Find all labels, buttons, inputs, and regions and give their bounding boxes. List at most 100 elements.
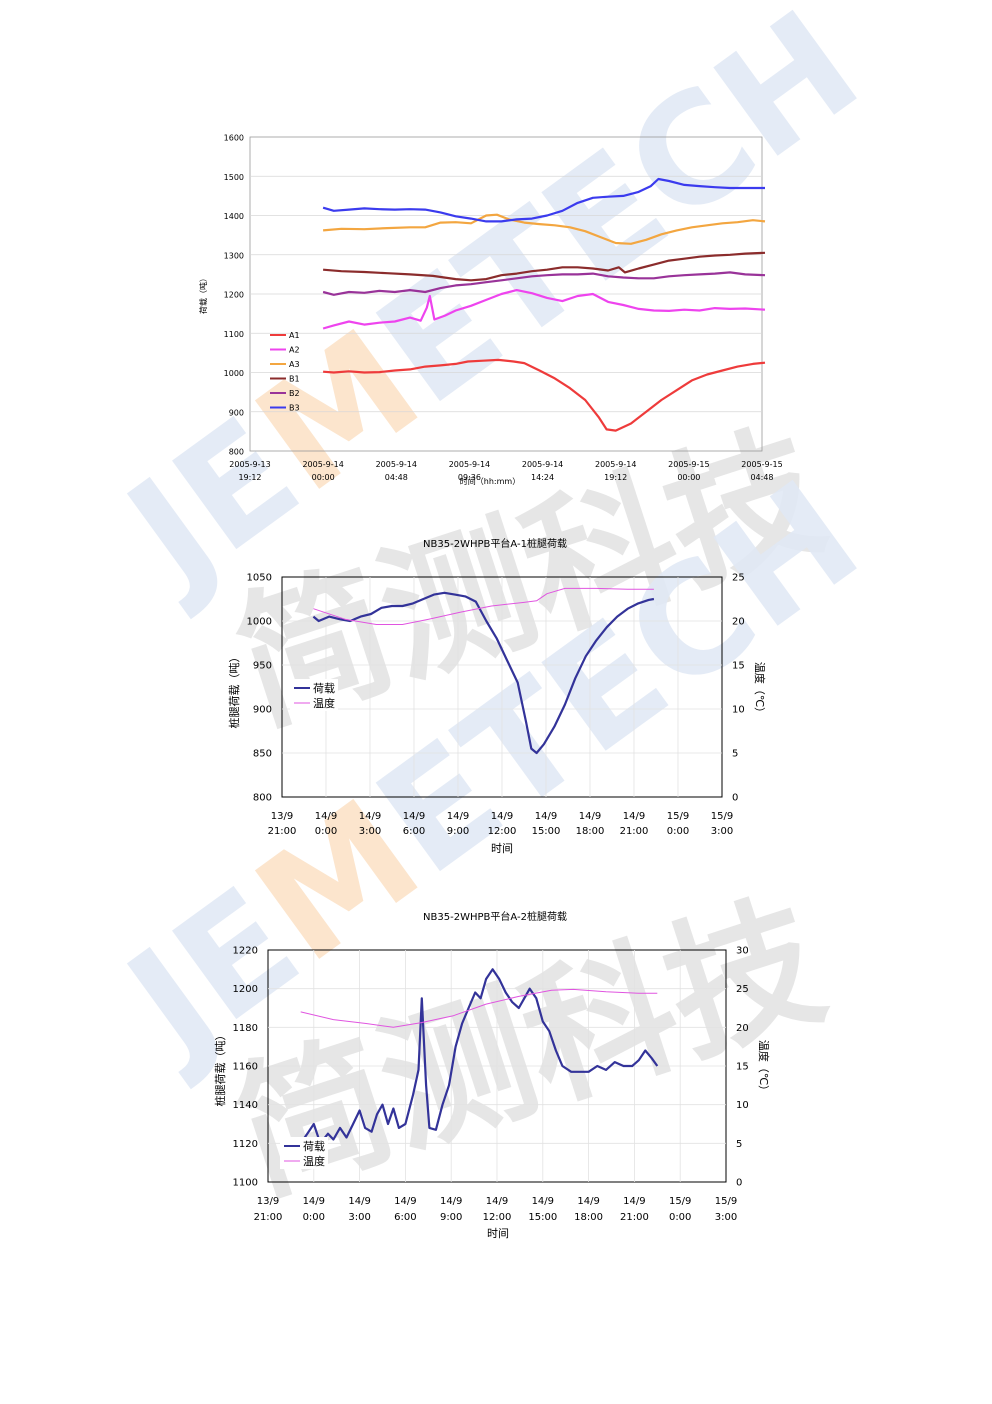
x-tick-time: 6:00 <box>403 826 425 837</box>
y-tick-label: 1000 <box>224 369 244 378</box>
x-tick-date: 14/9 <box>440 1196 462 1207</box>
x-tick-time: 14:24 <box>531 473 554 482</box>
x-tick-date: 14/9 <box>315 811 337 822</box>
x-tick-date: 15/9 <box>711 811 733 822</box>
y-tick-label: 1120 <box>233 1139 258 1150</box>
series-line-4 <box>323 251 766 282</box>
y-tick-label: 1140 <box>233 1100 258 1111</box>
legend-label: A1 <box>289 331 300 340</box>
chart-1-legend: A1 A2 A3 B1 B2 B3 <box>270 331 300 413</box>
x-tick-date: 14/9 <box>491 811 513 822</box>
chart-1-all-legs: 800 900 1000 1100 1200 1300 1400 1500 1600 2005-… <box>198 134 783 487</box>
y2-tick-label: 30 <box>736 946 749 957</box>
x-tick-time: 3:00 <box>715 1212 737 1223</box>
y2-tick-label: 25 <box>736 984 749 995</box>
y2-tick-label: 0 <box>736 1178 742 1189</box>
x-tick-time: 00:00 <box>312 473 335 482</box>
x-tick-time: 0:00 <box>667 826 689 837</box>
x-tick-date: 14/9 <box>447 811 469 822</box>
x-tick-date: 14/9 <box>535 811 557 822</box>
legend-label: B1 <box>289 375 300 384</box>
legend-label: 温度 <box>313 696 335 710</box>
x-tick-date: 14/9 <box>623 811 645 822</box>
chart-3-y2-ticks: 0 5 10 15 20 25 30 <box>736 946 749 1189</box>
chart-3-title: NB35-2WHPB平台A-2桩腿荷载 <box>423 910 567 923</box>
y2-tick-label: 5 <box>732 749 738 760</box>
series-line-3 <box>323 213 766 245</box>
y-tick-label: 800 <box>253 793 272 804</box>
x-tick-time: 3:00 <box>711 826 733 837</box>
legend-box <box>280 1137 328 1169</box>
y2-tick-label: 15 <box>732 661 745 672</box>
y2-tick-label: 10 <box>736 1100 749 1111</box>
x-tick-date: 15/9 <box>669 1196 691 1207</box>
chart-2-x-axis-label: 时间 <box>491 842 513 855</box>
chart-3-a2-leg-load: NB35-2WHPB平台A-2桩腿荷载 1100 1120 1140 1160 1180… <box>213 910 771 1240</box>
y-tick-label: 800 <box>229 448 244 457</box>
y-tick-label: 1100 <box>224 330 244 339</box>
x-tick-time: 18:00 <box>574 1212 603 1223</box>
x-tick-time: 21:00 <box>254 1212 283 1223</box>
x-tick-time: 19:12 <box>604 473 627 482</box>
chart-1-gridlines <box>250 175 762 413</box>
x-tick-date: 2005-9-13 <box>229 460 270 469</box>
chart-1-y-ticks: 800 900 1000 1100 1200 1300 1400 1500 1600 <box>224 134 244 457</box>
x-tick-date: 2005-9-14 <box>449 460 490 469</box>
x-tick-time: 21:00 <box>620 1212 649 1223</box>
series-line-6 <box>322 177 765 223</box>
y2-tick-label: 20 <box>736 1023 749 1034</box>
x-tick-time: 3:00 <box>348 1212 370 1223</box>
chart-3-series <box>299 968 659 1145</box>
y-tick-label: 950 <box>253 661 272 672</box>
chart-2-y2-axis-label: 温度（℃） <box>753 662 767 718</box>
x-tick-date: 14/9 <box>359 811 381 822</box>
y-tick-label: 1100 <box>233 1178 258 1189</box>
y-tick-label: 900 <box>253 705 272 716</box>
y-tick-label: 1200 <box>233 984 258 995</box>
series-line-1 <box>312 591 655 755</box>
chart-2-x-ticks: 13/9 21:00 14/9 0:00 14/9 3:00 14/9 6:00 14/9 9:0… <box>268 811 734 837</box>
y-tick-label: 1400 <box>224 212 244 221</box>
y2-tick-label: 10 <box>732 705 745 716</box>
series-line-2 <box>322 289 766 330</box>
series-line-2 <box>300 988 658 1028</box>
chart-1-y-axis-label: 荷载（吨） <box>198 274 208 314</box>
chart-3-x-ticks: 13/9 21:00 14/9 0:00 14/9 3:00 14/9 6:00 14/9 9:0… <box>254 1196 738 1223</box>
chart-3-y2-axis-label: 温度（℃） <box>757 1040 771 1096</box>
y2-tick-label: 0 <box>732 793 738 804</box>
y-tick-label: 900 <box>229 408 244 417</box>
x-tick-date: 2005-9-15 <box>668 460 709 469</box>
x-tick-time: 9:00 <box>447 826 469 837</box>
chart-1-x-axis-label: 时间（hh:mm） <box>460 476 520 486</box>
legend-label: B3 <box>289 404 300 413</box>
x-tick-time: 09:36 <box>458 473 481 482</box>
chart-3-y-ticks: 1100 1120 1140 1160 1180 1200 1220 <box>233 946 258 1189</box>
x-tick-time: 04:48 <box>385 473 408 482</box>
chart-3-y-axis-label: 桩腿荷载（吨） <box>213 1030 227 1107</box>
x-tick-time: 04:48 <box>750 473 773 482</box>
chart-3-gridlines <box>268 950 726 1182</box>
chart-2-series <box>312 587 655 755</box>
x-tick-time: 12:00 <box>483 1212 512 1223</box>
chart-1-series <box>322 177 766 432</box>
x-tick-time: 15:00 <box>528 1212 557 1223</box>
x-tick-date: 14/9 <box>394 1196 416 1207</box>
x-tick-date: 2005-9-14 <box>376 460 417 469</box>
legend-label: 荷载 <box>313 682 335 695</box>
x-tick-time: 18:00 <box>576 826 605 837</box>
y-tick-label: 1300 <box>224 251 244 260</box>
y-tick-label: 1200 <box>224 291 244 300</box>
x-tick-date: 14/9 <box>577 1196 599 1207</box>
legend-label: A3 <box>289 360 300 369</box>
x-tick-date: 2005-9-14 <box>302 460 343 469</box>
chart-2-y2-ticks: 0 5 10 15 20 25 <box>732 573 745 804</box>
x-tick-time: 9:00 <box>440 1212 462 1223</box>
y-tick-label: 1050 <box>247 573 272 584</box>
chart-2-a1-leg-load: NB35-2WHPB平台A-1桩腿荷载 80085090095010001050… <box>227 537 767 855</box>
y-tick-label: 1180 <box>233 1023 258 1034</box>
y-tick-label: 1220 <box>233 946 258 957</box>
x-tick-time: 0:00 <box>669 1212 691 1223</box>
y-tick-label: 1500 <box>224 173 244 182</box>
